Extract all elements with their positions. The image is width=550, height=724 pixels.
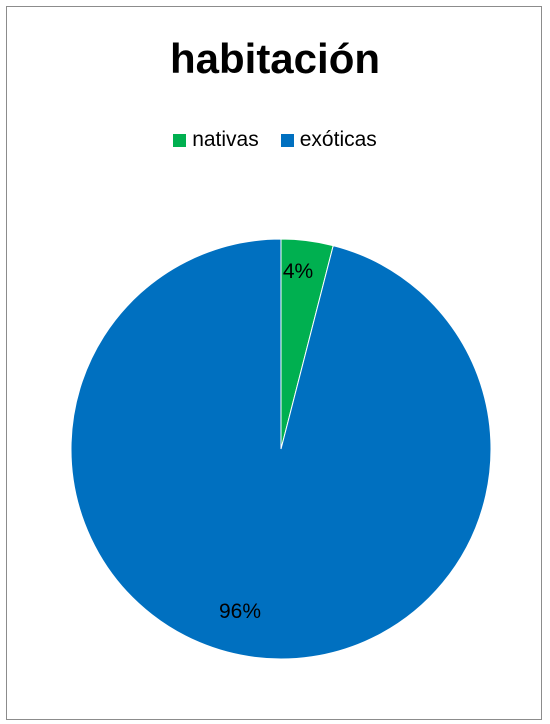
legend-swatch-nativas	[173, 133, 187, 147]
legend-item-exoticas: exóticas	[280, 128, 377, 152]
legend-label-nativas: nativas	[192, 128, 259, 151]
pie-slice-exoticas	[70, 238, 492, 660]
chart-title: habitación	[169, 35, 381, 82]
data-label-nativas: 4%	[283, 260, 313, 283]
legend-label-exoticas: exóticas	[299, 128, 377, 151]
chart-legend: nativas exóticas	[0, 128, 550, 152]
legend-swatch-exoticas	[280, 133, 294, 147]
legend-item-nativas: nativas	[173, 128, 259, 152]
data-label-exoticas: 96%	[219, 600, 261, 623]
